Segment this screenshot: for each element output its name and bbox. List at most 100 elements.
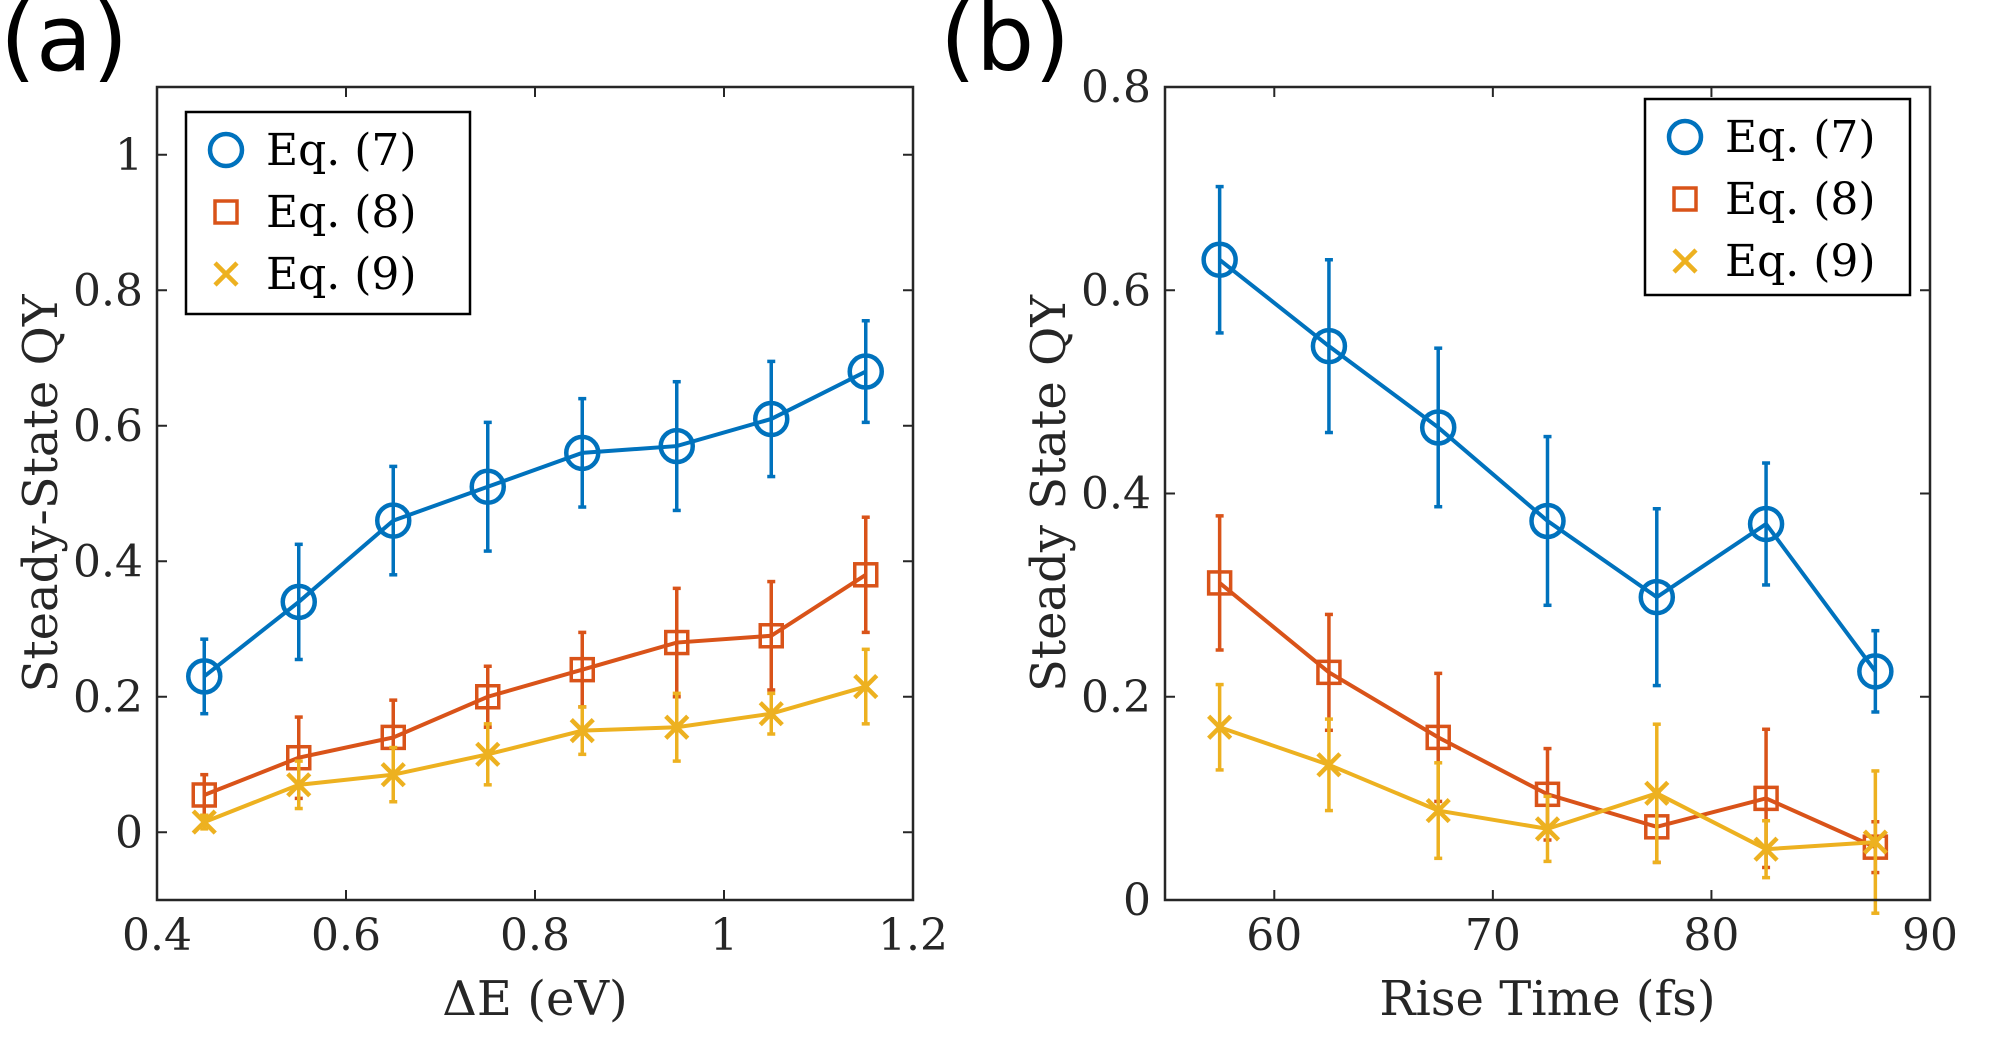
chart-a-series-1 [186,318,884,716]
chart-a-series-1-errorbar [294,542,303,662]
chart-a-series-3-point-stroke2 [475,741,501,767]
chart-a-series-1-errorbar [861,318,870,425]
chart-a-legend-marker-3-stroke2 [213,261,239,287]
chart-b-ytick-label: 0.2 [1081,672,1151,723]
chart-a-series-3-point-stroke2 [853,673,879,700]
chart-b-xtick-label: 60 [1246,910,1302,961]
chart-b-series-1-point [1529,502,1566,540]
chart-b-legend-marker-1 [1666,118,1704,156]
chart-b-legend-marker-2 [1672,186,1698,212]
chart-b-ytick-label: 0.6 [1081,265,1151,316]
chart-b-ytick-label: 0.8 [1081,62,1151,113]
chart-b-xtick-label: 90 [1902,910,1958,961]
chart-b-series-1-errorbar [1762,461,1771,587]
chart-b-series-3-point [1753,836,1779,862]
chart-a-legend-marker-1 [207,131,245,169]
chart-b-series-3 [1207,682,1888,915]
chart-a-series-1-point [753,400,790,438]
chart-b-legend-marker-3 [1672,248,1698,274]
chart-b-series-3-point-stroke2 [1425,797,1451,824]
chart-a-ytick-label: 0.2 [73,672,143,723]
panel-label-b: (b) [940,0,1070,92]
chart-a-series-3 [191,647,879,835]
chart-b-series-1-errorbar [1215,184,1224,335]
chart-a-xlabel: ΔE (eV) [442,971,627,1027]
chart-a-series-3-point [475,741,501,767]
chart-b-ytick-label: 0 [1123,875,1151,926]
chart-b-series-1-point [1419,409,1457,446]
chart-a-series-3-point-stroke2 [758,701,784,727]
chart-a-series-1-point [469,468,506,505]
chart-b-series-3-point-stroke2 [1644,780,1670,806]
chart-b-series-2-point [1206,570,1233,596]
chart-a-xtick-label: 0.8 [500,910,570,961]
chart-a-legend-label-3: Eq. (9) [266,249,417,300]
chart-a-legend-marker-2 [213,199,239,225]
chart-b-legend-marker-3-stroke2 [1672,248,1698,274]
chart-b-series-2-point [1316,659,1342,686]
chart-a-series-2-errorbar [767,579,776,692]
chart-a-series-3-point-stroke2 [664,714,690,740]
chart-b-series-1 [1201,184,1894,714]
chart-a-series-3-point [569,718,595,744]
chart-a-series-2-point [569,656,595,683]
chart-b-series-3-point [1316,752,1342,778]
chart-a-xtick-label: 0.6 [311,910,381,961]
chart-b-xtick-label: 80 [1683,910,1739,961]
panel-label-a: (a) [0,0,128,92]
chart-a-legend-marker-3 [213,261,239,287]
chart-b-series-1-errorbar [1543,434,1552,608]
chart-b-series-1-errorbar [1652,506,1661,688]
chart-a-xtick-label: 0.4 [122,910,192,961]
chart-b-legend: Eq. (7) Eq. (8) Eq. (9) [1643,97,1912,297]
chart-a-series-3-point [664,714,690,740]
chart-a-series-1-errorbar [389,464,398,577]
chart-b-ytick-label: 0.4 [1081,469,1151,520]
chart-a-series-3-point-stroke2 [191,809,217,835]
chart-a-series-1-point [658,427,695,465]
chart-a-series-1-errorbar [672,379,681,513]
chart-a-legend: Eq. (7) Eq. (8) Eq. (9) [184,110,472,316]
chart-b-series-2-errorbar [1215,514,1224,652]
chart-a-series-2-point [191,782,217,808]
chart-b-legend-label-2: Eq. (8) [1725,174,1876,225]
chart-b-series-2-point [1425,724,1451,751]
chart-a-series-2-point [758,623,784,649]
chart-b-series-3-point-stroke2 [1534,816,1561,842]
chart-a-ytick-label: 0.6 [73,401,143,452]
chart-a-series-1-errorbar [483,420,492,553]
chart-a-series-1-line [203,369,867,678]
chart-a-series-3-point-stroke2 [569,718,595,744]
chart-b-series-3-point-stroke2 [1862,829,1888,855]
chart-a-ytick-label: 0 [115,807,143,858]
chart-a-ytick-label: 0.8 [73,265,143,316]
chart-b-series-1-point [1638,578,1676,616]
chart-a-axes-box [155,85,915,902]
chart-a-series-1-errorbar [767,359,776,479]
chart-b-series-3-point [1534,816,1561,842]
chart-a-series-2-errorbar [861,515,870,635]
chart-a-xtick-label: 1.2 [878,910,948,961]
chart-a-series-1-point [375,502,412,539]
chart-a-xtick-label: 1 [710,910,738,961]
chart-a-ytick-label: 0.4 [73,536,143,587]
chart-b-ylabel: Steady State QY [1021,294,1077,692]
chart-a-series-2-point [664,629,690,656]
chart-a-series-2-point [853,562,879,588]
chart-b-series-3-point-stroke2 [1316,752,1342,778]
chart-b-series-3-point [1207,714,1233,740]
chart-a-series-3-point [758,701,784,727]
chart-a-series-3-point [380,762,406,788]
chart-a: 0.4 0.6 0.8 1 1.2 0 0.2 0.4 0.6 0.8 1 ΔE (eV) Steady… [13,85,948,1027]
chart-a-series-2 [191,515,879,818]
chart-a-series-2-line [203,573,867,797]
chart-b-series-1-point [1747,505,1785,543]
chart-b-axes-box [1163,85,1932,902]
chart-b: 60 70 80 90 0 0.2 0.4 0.6 0.8 Rise Time (fs) Stead… [1021,62,1958,1027]
chart-a-series-3-point [853,673,879,700]
chart-a-legend-label-1: Eq. (7) [266,125,417,176]
chart-a-series-1-point [564,434,601,472]
chart-b-series-3-point [1644,780,1670,806]
chart-b-series-1-point [1310,327,1348,365]
